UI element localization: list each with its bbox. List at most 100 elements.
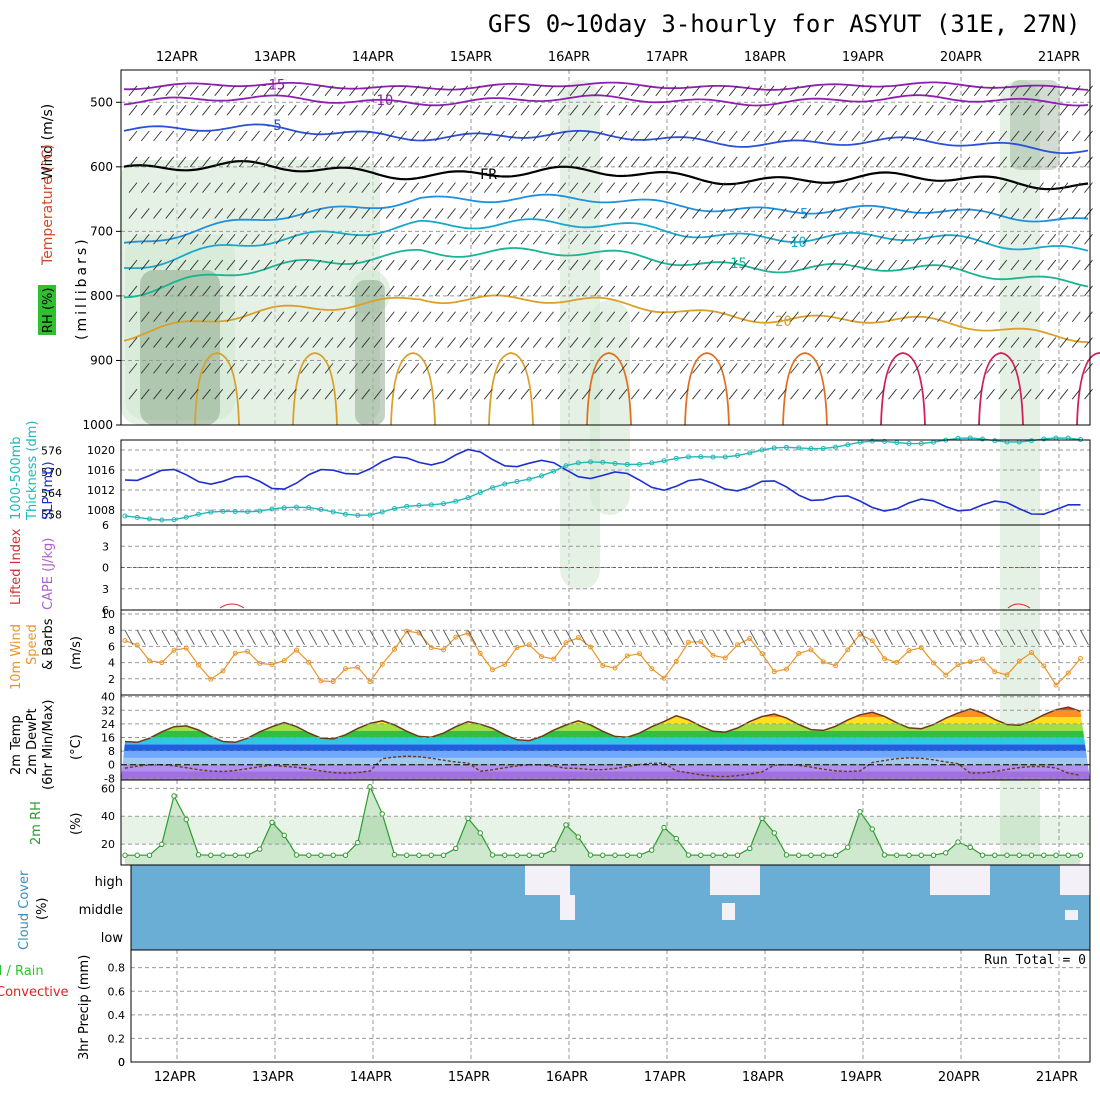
upper-wind-barb-526	[618, 233, 628, 245]
wind-speed-point-73	[1016, 658, 1022, 664]
upper-wind-barb-357	[459, 233, 469, 245]
cloud-label-1: Cloud Cover	[17, 870, 32, 950]
upper-wind-barb-650	[741, 85, 750, 97]
upper-wind-barb-593	[679, 285, 689, 297]
upper-wind-barb-57	[177, 208, 187, 219]
upper-wind-barb-807	[888, 104, 897, 116]
upper-wind-barb-865	[937, 259, 946, 271]
thickness-point-62	[882, 438, 887, 444]
upper-wind-barb-958	[1022, 311, 1032, 323]
upper-wind-barb-100	[214, 311, 224, 323]
upper-wind-barb-811	[888, 208, 897, 219]
wind-barb-12	[271, 630, 281, 646]
upper-wind-barb-754	[839, 85, 848, 97]
upper-wind-barb-787	[863, 259, 873, 271]
upper-wind-barb-16	[140, 156, 150, 168]
upper-wind-barb-283	[385, 337, 395, 348]
upper-wind-barb-733	[814, 208, 824, 219]
upper-wind-barb-11	[128, 363, 138, 374]
upper-wind-barb-702	[790, 85, 799, 97]
upper-wind-barb-414	[508, 363, 518, 374]
upper-wind-barb-398	[496, 285, 505, 297]
wind-speed-point-46	[686, 639, 691, 645]
wind-barb-10	[247, 630, 256, 646]
upper-wind-barb-853	[924, 285, 934, 297]
thickness-point-24	[416, 502, 422, 508]
rh-label-2: (%)	[69, 813, 84, 836]
upper-wind-barb-720	[802, 208, 812, 219]
upper-wind-barb-412	[508, 311, 518, 323]
upper-wind-barb-247	[361, 85, 371, 97]
upper-wind-barb-623	[704, 388, 714, 400]
wind-speed-point-51	[747, 636, 753, 642]
rh-point-0	[122, 852, 128, 858]
upper-wind-barb-726	[802, 363, 812, 374]
precip-tick-label-0: 0	[118, 1056, 125, 1069]
upper-wind-barb-642	[728, 208, 738, 219]
upper-wind-barb-597	[679, 388, 689, 400]
upper-wind-barb-487	[581, 233, 591, 245]
upper-wind-barb-244	[349, 337, 358, 348]
wind-barb-18	[345, 630, 354, 646]
upper-wind-barb-620	[704, 311, 714, 323]
rh-point-8	[220, 852, 226, 858]
wind-barb-5	[185, 630, 195, 646]
upper-wind-barb-264	[373, 182, 383, 193]
upper-wind-barb-674	[753, 363, 763, 374]
upper-wind-barb-621	[704, 337, 714, 348]
thickness-point-3	[159, 517, 165, 523]
upper-wind-barb-237	[349, 156, 358, 168]
upper-wind-barb-160	[275, 182, 285, 193]
upper-wind-barb-983	[1047, 285, 1057, 297]
upper-wind-barb-73	[189, 285, 199, 297]
upper-wind-barb-834	[912, 130, 922, 142]
wind-barb-56	[810, 630, 820, 646]
upper-wind-barb-440	[532, 363, 542, 374]
surface-warm-contour-2	[390, 352, 436, 426]
upper-wind-barb-898	[973, 104, 983, 116]
upper-wind-barb-205	[312, 337, 322, 348]
upper-wind-barb-431	[532, 130, 542, 142]
upper-wind-barb-619	[704, 285, 714, 297]
temp-tick-label-4: 24	[101, 718, 115, 731]
rh-point-73	[1016, 852, 1022, 858]
upper-wind-barb-361	[459, 337, 469, 348]
upper-wind-barb-699	[777, 337, 787, 348]
wind-barb-73	[1018, 630, 1028, 646]
upper-wind-barb-383	[483, 233, 493, 245]
upper-wind-barb-889	[961, 208, 971, 219]
rh-shade-3	[1000, 80, 1040, 920]
upper-wind-barb-868	[937, 337, 946, 348]
upper-wind-barb-765	[839, 363, 848, 374]
wind-barb-37	[577, 630, 587, 646]
upper-wind-barb-681	[765, 208, 775, 219]
upper-wind-barb-520	[618, 85, 628, 97]
upper-wind-barb-686	[765, 337, 775, 348]
upper-wind-barb-377	[483, 85, 493, 97]
rh-point-64	[906, 852, 912, 858]
upper-wind-barb-309	[410, 337, 420, 348]
wind-speed-point-17	[330, 679, 336, 685]
upper-wind-barb-516	[606, 311, 616, 323]
wind-speed-line	[124, 630, 1081, 687]
upper-wind-barb-997	[1059, 311, 1069, 323]
upper-wind-barb-198	[312, 156, 322, 168]
upper-wind-barb-466	[557, 363, 567, 374]
upper-wind-barb-657	[741, 259, 750, 271]
upper-wind-barb-505	[594, 363, 603, 374]
upper-wind-barb-379	[483, 130, 493, 142]
upper-wind-barb-736	[814, 285, 824, 297]
upper-wind-barb-150	[263, 259, 273, 271]
temp-tick-label-0: -8	[104, 772, 115, 785]
thickness-point-0	[122, 513, 128, 519]
wind-speed-point-76	[1053, 682, 1059, 688]
upper-wind-barb-575	[667, 156, 677, 168]
thickness-point-38	[588, 459, 593, 465]
upper-wind-barb-22	[140, 311, 150, 323]
upper-wind-barb-378	[483, 104, 493, 116]
upper-wind-barb-804	[875, 363, 885, 374]
rh-point-22	[391, 852, 398, 858]
upper-wind-barb-478	[569, 337, 579, 348]
upper-wind-barb-817	[888, 363, 897, 374]
rh-tick-label-1: 40	[101, 810, 115, 823]
